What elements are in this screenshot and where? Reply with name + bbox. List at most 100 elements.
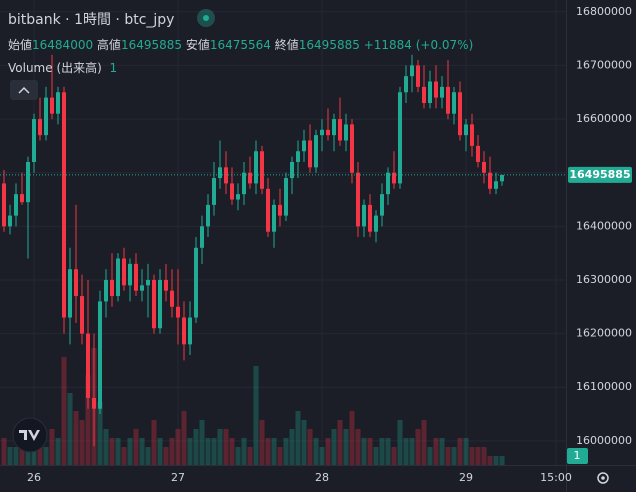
candle-body <box>362 204 366 227</box>
candle-body <box>242 172 246 195</box>
change-value: +11884 (+0.07%) <box>363 38 474 52</box>
x-tick-label: 28 <box>315 471 329 484</box>
candle-body <box>236 194 240 200</box>
collapse-button[interactable] <box>10 80 38 100</box>
candle-body <box>440 86 444 98</box>
candle-body <box>68 269 72 318</box>
y-tick-label: 16700000 <box>576 58 632 71</box>
candle-body <box>98 301 102 409</box>
candle-body <box>410 65 414 77</box>
candle-body <box>230 183 234 200</box>
volume-bar <box>445 447 451 465</box>
x-tick-label: 26 <box>27 471 41 484</box>
volume-bar <box>409 438 415 465</box>
candle-body <box>368 204 372 232</box>
candle-body <box>398 92 402 184</box>
volume-bar <box>235 447 241 465</box>
candle-body <box>290 161 294 179</box>
volume-bar <box>109 438 115 465</box>
volume-bar <box>451 447 457 465</box>
volume-bar <box>163 447 169 465</box>
volume-value: 1 <box>109 61 118 75</box>
last-volume-badge <box>567 448 588 464</box>
last-volume-label: 1 <box>574 449 581 462</box>
candle-body <box>86 333 90 398</box>
candle-body <box>356 172 360 227</box>
candle-body <box>200 226 204 248</box>
volume-bar <box>181 411 187 465</box>
volume-bar <box>301 420 307 465</box>
candle-body <box>272 204 276 232</box>
volume-bar <box>223 429 229 465</box>
candle-body <box>170 290 174 307</box>
candle-body <box>14 194 18 216</box>
volume-bar <box>97 402 103 465</box>
volume-bar <box>319 447 325 465</box>
candle-body <box>266 188 270 232</box>
x-tick-label: 15:00 <box>540 471 572 484</box>
candle-body <box>386 172 390 195</box>
candle-body <box>194 247 198 318</box>
settings-icon-center <box>601 476 605 480</box>
candle-body <box>428 81 432 103</box>
candle-body <box>44 97 48 136</box>
high-label: 高値 <box>96 38 121 52</box>
candle-body <box>134 263 138 291</box>
volume-bar <box>379 438 385 465</box>
candle-body <box>458 92 462 136</box>
volume-bar <box>85 375 91 465</box>
candle-body <box>344 124 348 141</box>
candle-body <box>374 215 378 232</box>
volume-bar <box>493 456 499 465</box>
volume-bar <box>361 438 367 465</box>
volume-label: Volume (出来高) <box>8 61 102 75</box>
candle-body <box>302 140 306 152</box>
candle-body <box>56 92 60 114</box>
candle-body <box>32 119 36 162</box>
candle-body <box>392 172 396 184</box>
candle-body <box>20 194 24 203</box>
volume-bar <box>169 438 175 465</box>
volume-bar <box>37 438 43 465</box>
volume-bar <box>211 438 217 465</box>
candle-body <box>74 269 78 297</box>
low-value: 16475564 <box>209 38 271 52</box>
candle-body <box>338 119 342 141</box>
candle-body <box>404 76 408 93</box>
y-tick-label: 16000000 <box>576 434 632 447</box>
volume-bar <box>385 438 391 465</box>
candle-body <box>152 279 156 329</box>
volume-bar <box>157 438 163 465</box>
candle-body <box>176 306 180 318</box>
volume-bar <box>205 438 211 465</box>
y-tick-label: 16300000 <box>576 273 632 286</box>
volume-bar <box>61 357 67 465</box>
volume-bar <box>481 447 487 465</box>
candle-body <box>416 65 420 87</box>
candle-body <box>296 151 300 162</box>
candle-body <box>476 145 480 162</box>
volume-bar <box>295 411 301 465</box>
high-value: 16495885 <box>120 38 183 52</box>
logo[interactable] <box>12 417 48 453</box>
volume-bar <box>331 429 337 465</box>
x-tick-label: 27 <box>171 471 185 484</box>
volume-bar <box>73 411 79 465</box>
volume-bar <box>397 420 403 465</box>
ohlc-legend: 始値16484000 高値16495885 安値16475564 終値16495… <box>8 36 473 53</box>
volume-bar <box>337 420 343 465</box>
candle-body <box>470 124 474 146</box>
volume-bar <box>349 411 355 465</box>
settings-icon[interactable] <box>597 472 609 484</box>
logo-mark <box>19 430 40 441</box>
volume-bar <box>103 429 109 465</box>
volume-bar <box>415 429 421 465</box>
volume-bar <box>343 429 349 465</box>
volume-bar <box>253 366 259 465</box>
candle-layer <box>0 54 566 447</box>
candle-body <box>434 81 438 98</box>
volume-bar <box>463 438 469 465</box>
volume-bar <box>193 429 199 465</box>
candle-body <box>260 151 264 189</box>
